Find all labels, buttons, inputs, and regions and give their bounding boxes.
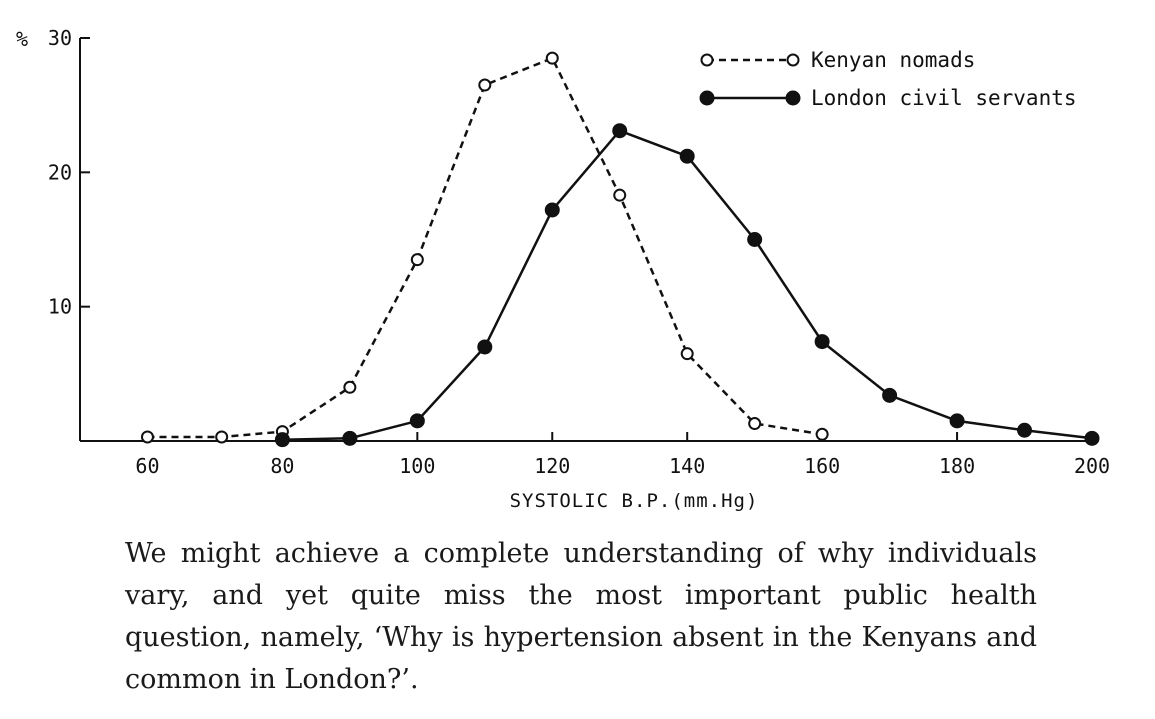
series-0-point-8 [680, 347, 694, 361]
y-tick-label-10: 10 [48, 295, 72, 319]
y-tick-label-30: 30 [48, 26, 72, 50]
series-0-point-1 [215, 430, 229, 444]
legend-marker-1-0 [699, 90, 715, 106]
caption-paragraph: We might achieve a complete understandin… [125, 538, 1037, 695]
series-1-point-11 [1017, 422, 1033, 438]
series-0-point-9 [748, 417, 762, 431]
series-0-point-0 [140, 430, 154, 444]
x-tick-label-180: 180 [939, 454, 975, 478]
series-1-point-4 [544, 202, 560, 218]
y-tick-label-20: 20 [48, 160, 72, 184]
x-tick-label-160: 160 [804, 454, 840, 478]
series-1-point-3 [477, 339, 493, 355]
legend-marker-0-0 [700, 53, 714, 67]
series-0-point-7 [613, 188, 627, 202]
series-1-point-0 [274, 432, 290, 448]
series-1-point-10 [949, 413, 965, 429]
series-1-point-7 [747, 232, 763, 247]
series-1-point-5 [612, 123, 628, 139]
legend-marker-1-1 [785, 90, 801, 106]
series-1-point-2 [409, 413, 425, 429]
series-1-point-9 [882, 387, 898, 403]
series-1-point-6 [679, 148, 695, 164]
x-tick-label-80: 80 [270, 454, 294, 478]
series-0-point-5 [478, 78, 492, 92]
legend-label-1: London civil servants [811, 86, 1077, 110]
legend: Kenyan nomads London civil servants [699, 48, 1077, 110]
x-tick-label-140: 140 [669, 454, 705, 478]
legend-label-0: Kenyan nomads [811, 48, 975, 72]
series-1-point-12 [1084, 430, 1100, 446]
series-0-point-10 [815, 427, 829, 441]
x-tick-label-120: 120 [534, 454, 570, 478]
series-line-1 [282, 129, 1093, 441]
x-axis-title: SYSTOLIC B.P.(mm.Hg) [510, 490, 759, 512]
series-0-point-6 [545, 51, 559, 65]
series-0-point-4 [410, 253, 424, 267]
x-tick-label-60: 60 [135, 454, 159, 478]
legend-marker-0-1 [786, 53, 800, 67]
series-line-0 [147, 56, 823, 439]
y-axis-label: % [16, 27, 28, 51]
series-1-point-1 [342, 430, 358, 446]
series-layer [140, 51, 1100, 448]
series-1-point-8 [814, 334, 830, 350]
x-tick-label-100: 100 [399, 454, 435, 478]
series-0-point-3 [343, 380, 357, 394]
blood-pressure-chart: 60 80 100 120 140 160 180 200 10 20 30 Kenyan noma… [16, 26, 1110, 512]
x-tick-label-200: 200 [1074, 454, 1110, 478]
